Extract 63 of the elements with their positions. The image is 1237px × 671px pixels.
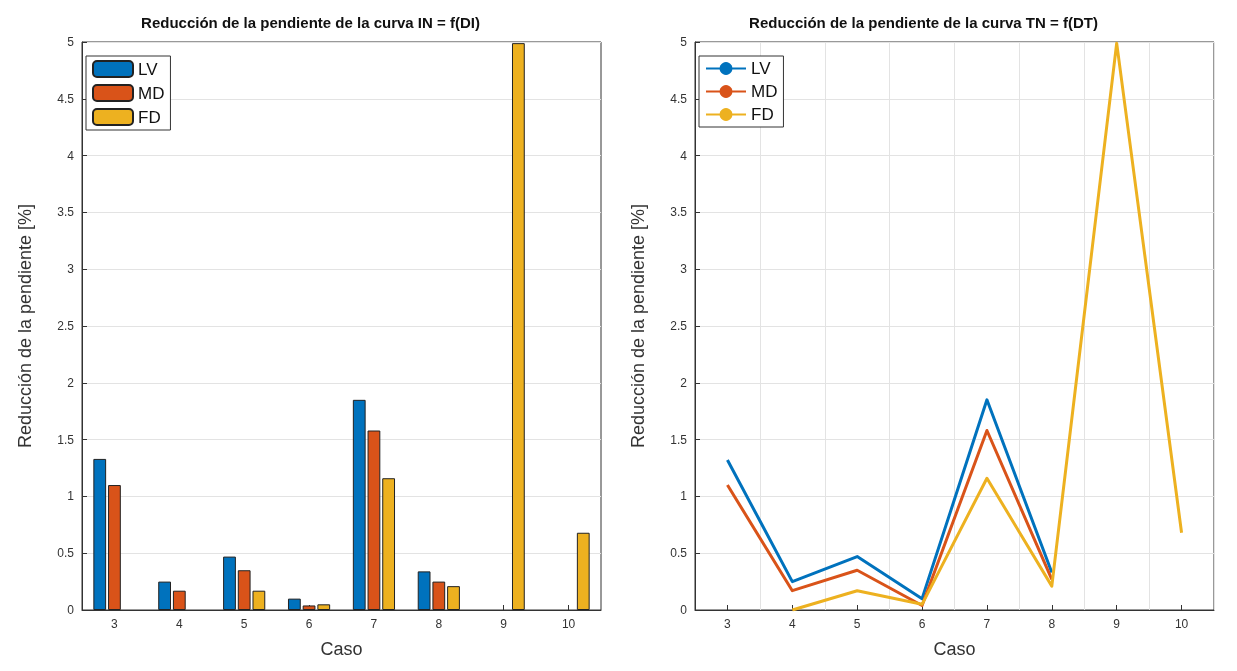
x-axis-title: Caso xyxy=(320,639,363,659)
bar xyxy=(158,581,172,610)
x-tick-label: 6 xyxy=(918,617,926,631)
y-tick-label: 5 xyxy=(680,35,688,49)
bar xyxy=(576,532,590,610)
y-tick-label: 4.5 xyxy=(670,91,688,106)
y-tick-label: 1.5 xyxy=(57,432,75,447)
x-tick-label: 10 xyxy=(1174,617,1189,631)
x-tick-label: 9 xyxy=(500,617,508,631)
legend-label: MD xyxy=(138,83,165,103)
y-tick-label: 2.5 xyxy=(57,319,75,333)
y-tick-label: 3 xyxy=(67,262,75,277)
legend-label: FD xyxy=(138,107,161,127)
x-tick-label: 6 xyxy=(305,617,313,631)
x-tick-label: 10 xyxy=(561,617,576,631)
bar xyxy=(287,598,301,610)
y-tick-label: 3.5 xyxy=(57,205,75,220)
x-tick-label: 8 xyxy=(435,617,443,631)
legend-label: LV xyxy=(138,59,159,79)
y-tick-label: 4 xyxy=(67,148,75,163)
x-tick-label: 9 xyxy=(1113,617,1121,631)
y-axis-title: Reducción de la pendiente [%] xyxy=(628,203,648,449)
y-tick-label: 4 xyxy=(680,148,688,163)
x-tick-label: 5 xyxy=(240,617,248,631)
bar xyxy=(108,485,121,610)
x-axis-title: Caso xyxy=(933,639,976,659)
legend-label: MD xyxy=(751,82,778,101)
y-tick-label: 0.5 xyxy=(670,546,688,561)
y-tick-label: 1.5 xyxy=(670,432,688,447)
x-tick-label: 4 xyxy=(175,617,183,631)
y-tick-label: 2.5 xyxy=(670,319,688,333)
y-axis-title: Reducción de la pendiente [%] xyxy=(15,203,35,449)
line-series xyxy=(725,398,1054,601)
y-tick-label: 4.5 xyxy=(57,91,75,106)
y-tick-label: 2 xyxy=(680,375,688,390)
bar xyxy=(93,458,107,610)
x-tick-label: 3 xyxy=(111,617,119,631)
bar xyxy=(382,478,396,610)
x-tick-label: 4 xyxy=(788,617,796,631)
x-tick-label: 8 xyxy=(1048,617,1056,631)
y-tick-label: 3.5 xyxy=(670,205,688,220)
bar xyxy=(172,590,186,610)
chart-title: Reducción de la pendiente de la curva IN = f(DI) xyxy=(141,14,480,31)
y-tick-label: 3 xyxy=(680,262,688,277)
y-tick-label: 0 xyxy=(67,603,75,617)
y-tick-label: 1 xyxy=(67,489,75,504)
legend-label: FD xyxy=(751,105,774,124)
y-tick-label: 1 xyxy=(680,489,688,504)
bar xyxy=(223,556,236,610)
x-tick-label: 5 xyxy=(853,617,861,631)
y-tick-label: 2 xyxy=(67,375,75,390)
x-tick-label: 3 xyxy=(724,617,732,631)
bar xyxy=(447,586,460,610)
legend-label: LV xyxy=(751,59,772,78)
bar xyxy=(511,43,525,610)
chart-title: Reducción de la pendiente de la curva TN = f(DT) xyxy=(749,14,1098,31)
x-tick-label: 7 xyxy=(983,617,991,631)
line-series xyxy=(790,41,1184,612)
line-series xyxy=(725,429,1054,607)
y-tick-label: 0.5 xyxy=(57,546,75,561)
y-tick-label: 5 xyxy=(67,35,75,49)
x-tick-label: 7 xyxy=(370,617,378,631)
y-tick-label: 0 xyxy=(680,603,688,617)
